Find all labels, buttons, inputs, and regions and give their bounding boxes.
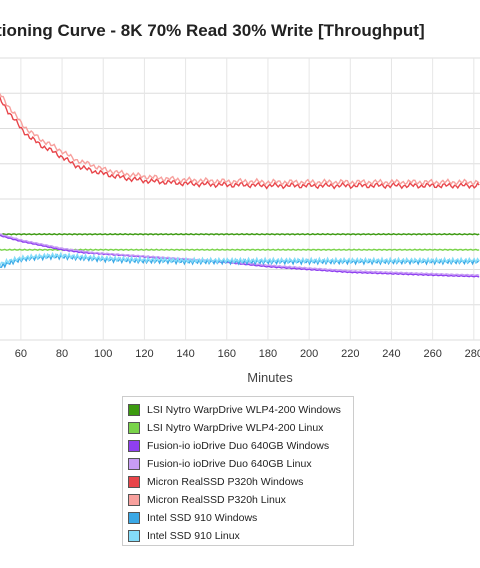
gridlines bbox=[0, 57, 480, 341]
series-line bbox=[0, 96, 480, 190]
legend-swatch bbox=[128, 458, 140, 470]
legend: LSI Nytro WarpDrive WLP4-200 Windows LSI … bbox=[122, 396, 354, 546]
legend-swatch bbox=[128, 404, 140, 416]
x-tick-label: 160 bbox=[218, 348, 236, 360]
legend-label: Micron RealSSD P320h Windows bbox=[147, 476, 304, 488]
series-lines bbox=[0, 92, 480, 278]
x-axis-label: Minutes bbox=[247, 370, 293, 385]
series-line bbox=[0, 251, 480, 268]
legend-item: Fusion-io ioDrive Duo 640GB Windows bbox=[123, 437, 353, 455]
series-line bbox=[0, 253, 480, 269]
legend-label: Fusion-io ioDrive Duo 640GB Windows bbox=[147, 440, 330, 452]
x-tick-label: 100 bbox=[94, 348, 112, 360]
legend-swatch bbox=[128, 422, 140, 434]
series-line bbox=[0, 92, 480, 186]
x-tick-label: 60 bbox=[15, 348, 27, 360]
series-line bbox=[0, 233, 480, 277]
legend-swatch bbox=[128, 494, 140, 506]
legend-swatch bbox=[128, 476, 140, 488]
legend-item: Fusion-io ioDrive Duo 640GB Linux bbox=[123, 455, 353, 473]
legend-item: LSI Nytro WarpDrive WLP4-200 Linux bbox=[123, 419, 353, 437]
legend-item: Micron RealSSD P320h Windows bbox=[123, 473, 353, 491]
legend-swatch bbox=[128, 440, 140, 452]
legend-label: LSI Nytro WarpDrive WLP4-200 Windows bbox=[147, 404, 341, 416]
legend-item: Intel SSD 910 Windows bbox=[123, 509, 353, 527]
legend-item: Micron RealSSD P320h Linux bbox=[123, 491, 353, 509]
legend-item: Intel SSD 910 Linux bbox=[123, 527, 353, 545]
x-tick-label: 240 bbox=[382, 348, 400, 360]
x-tick-label: 260 bbox=[423, 348, 441, 360]
legend-label: LSI Nytro WarpDrive WLP4-200 Linux bbox=[147, 422, 324, 434]
x-tick-label: 120 bbox=[135, 348, 153, 360]
series-line bbox=[0, 234, 480, 278]
x-tick-label: 80 bbox=[56, 348, 68, 360]
legend-label: Intel SSD 910 Windows bbox=[147, 512, 258, 524]
chart-title: Preconditioning Curve - 8K 70% Read 30% … bbox=[0, 21, 425, 40]
legend-swatch bbox=[128, 512, 140, 524]
legend-label: Fusion-io ioDrive Duo 640GB Linux bbox=[147, 458, 312, 470]
legend-swatch bbox=[128, 530, 140, 542]
legend-item: LSI Nytro WarpDrive WLP4-200 Windows bbox=[123, 401, 353, 419]
x-tick-label: 140 bbox=[176, 348, 194, 360]
x-tick-label: 280 bbox=[465, 348, 480, 360]
x-tick-label: 200 bbox=[300, 348, 318, 360]
series-line bbox=[0, 233, 480, 236]
x-tick-label: 180 bbox=[259, 348, 277, 360]
legend-label: Intel SSD 910 Linux bbox=[147, 530, 240, 542]
legend-label: Micron RealSSD P320h Linux bbox=[147, 494, 286, 506]
x-tick-labels: 60 80 100 120 140 160 180 200 220 240 260 280 bbox=[15, 348, 480, 360]
x-tick-label: 220 bbox=[341, 348, 359, 360]
